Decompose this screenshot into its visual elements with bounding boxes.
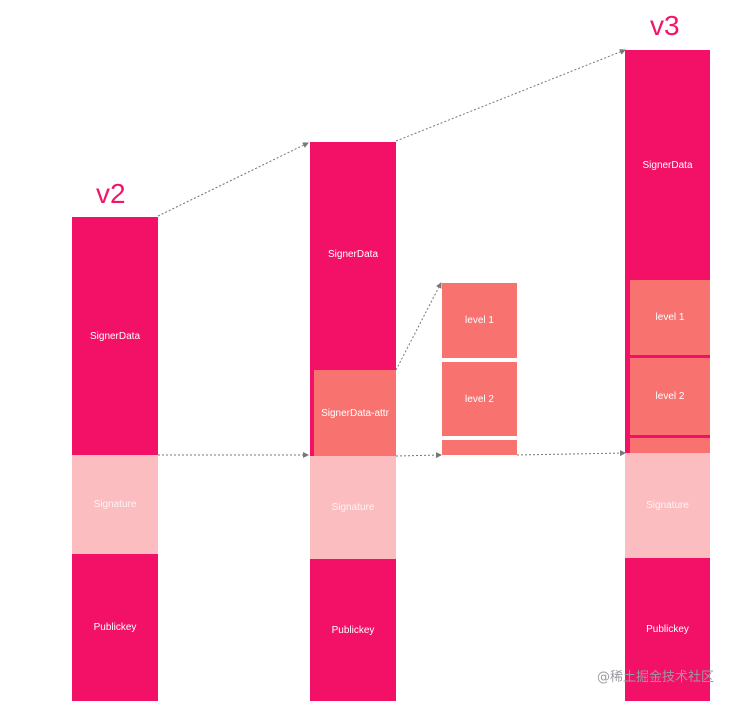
connector-mid-top xyxy=(395,49,626,142)
connector-v2-top xyxy=(157,142,309,217)
v3-level-1-label: level 1 xyxy=(655,312,685,323)
v3-signature-block: Signature xyxy=(625,453,710,558)
mid-signer-data-attr-block: SignerData-attr xyxy=(314,370,396,456)
mid-signer-data-label: SignerData xyxy=(327,249,379,260)
v3-public-key-label: Publickey xyxy=(646,624,689,635)
v3-level-1-block: level 1 xyxy=(630,280,710,355)
mid-public-key-block: Publickey xyxy=(310,559,396,701)
v3-public-key-block: Publickey xyxy=(625,558,710,701)
mid-public-key-label: Publickey xyxy=(331,624,375,636)
mid-signer-data-block: SignerData xyxy=(310,142,396,370)
mid-signer-data-attr-label: SignerData-attr xyxy=(321,407,389,419)
v2-signer-data-block: SignerData xyxy=(72,217,158,455)
level-2-block: level 2 xyxy=(442,362,517,436)
v3-level-2-block: level 2 xyxy=(630,358,710,435)
connector-mid-signature xyxy=(395,452,442,459)
v2-signer-data-label: SignerData xyxy=(89,330,141,342)
mid-signature-label: Signature xyxy=(331,502,375,513)
v2-signature-block: Signature xyxy=(72,455,158,554)
v3-level-2-label: level 2 xyxy=(655,391,685,402)
v2-public-key-block: Publickey xyxy=(72,554,158,701)
v2-public-key-label: Publickey xyxy=(93,622,137,633)
level-1-block: level 1 xyxy=(442,283,517,358)
v3-signature-label: Signature xyxy=(646,500,689,511)
connector-attr-levels xyxy=(395,282,442,371)
v3-level-more-block xyxy=(630,438,710,453)
level-1-label: level 1 xyxy=(465,315,494,326)
watermark-text: @稀土掘金技术社区 xyxy=(596,670,714,685)
version-label-v3: v3 xyxy=(650,10,680,41)
version-label-v2: v2 xyxy=(96,178,126,209)
v2-signature-label: Signature xyxy=(93,499,137,510)
v3-signer-data-label: SignerData xyxy=(642,159,693,171)
connector-levels-v3 xyxy=(516,450,626,457)
v3-signer-data-block: SignerData xyxy=(625,50,710,280)
mid-signer-data-edge xyxy=(310,370,314,456)
level-more-block xyxy=(442,440,517,455)
mid-signature-block: Signature xyxy=(310,456,396,559)
level-2-label: level 2 xyxy=(465,393,494,405)
